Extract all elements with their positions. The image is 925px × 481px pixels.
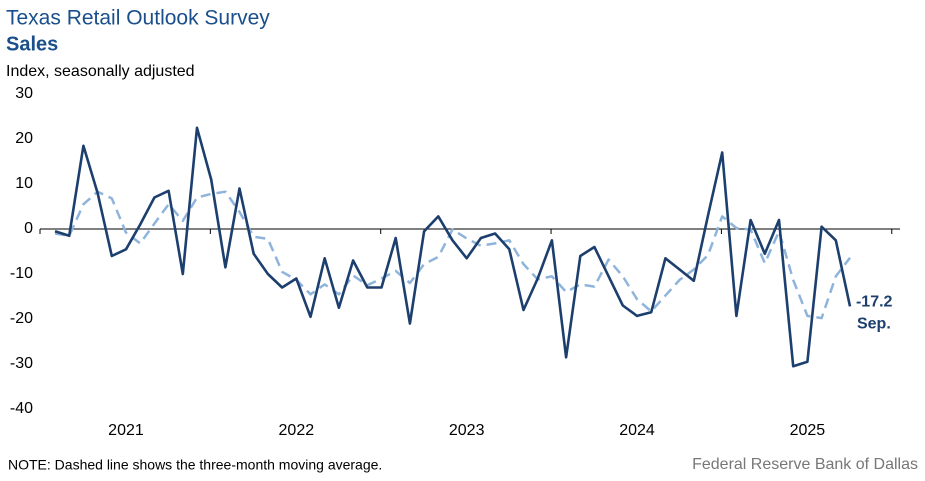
x-tick-label: 2022 (279, 422, 315, 439)
note: NOTE: Dashed line shows the three-month … (8, 457, 382, 473)
y-tick-label: -20 (10, 310, 33, 327)
series-line (54, 126, 852, 368)
annotation: Sep. (857, 316, 891, 333)
source: Federal Reserve Bank of Dallas (692, 456, 918, 473)
chart-subtitle: Sales (6, 33, 58, 55)
y-tick-label: 20 (15, 130, 33, 147)
y-tick-label: -10 (10, 265, 33, 282)
y-axis-label: Index, seasonally adjusted (6, 63, 195, 80)
value-label: -17.2 (856, 294, 893, 311)
y-tick-label: 0 (24, 220, 33, 237)
x-tick-label: 2025 (790, 422, 826, 439)
y-tick-label: 10 (15, 175, 33, 192)
x-tick-label: 2023 (449, 422, 485, 439)
x-tick-label: 2024 (619, 422, 655, 439)
x-tick-label: 2021 (108, 422, 144, 439)
y-tick-label: 30 (15, 85, 33, 102)
y-tick-label: -30 (10, 355, 33, 372)
chart-title: Texas Retail Outlook Survey (6, 7, 270, 30)
y-tick-label: -40 (10, 400, 33, 417)
